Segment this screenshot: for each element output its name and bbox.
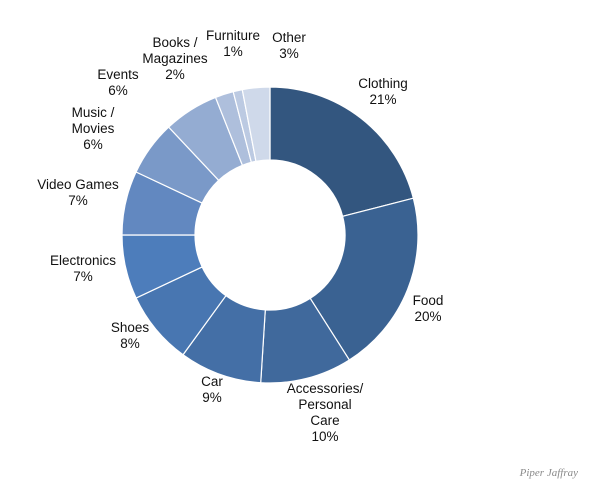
slice-label-car: Car 9% (201, 374, 223, 405)
slice-label-food: Food 20% (413, 293, 444, 324)
slice-labels: Clothing 21% Food 20% Accessories/Personal Ca… (37, 28, 443, 444)
slice-label-video-games: Video Games 7% (37, 177, 119, 208)
slice-label-accessories-personal-care: Accessories/Personal Care 10% (287, 381, 364, 444)
slice-label-events: Events 6% (97, 67, 139, 98)
slice-food (309, 197, 419, 361)
slice-label-shoes: Shoes 8% (111, 320, 150, 351)
slice-label-clothing: Clothing 21% (358, 76, 408, 107)
slice-label-electronics: Electronics 7% (50, 253, 116, 284)
source-credit: Piper Jaffray (519, 467, 578, 479)
slice-clothing (269, 86, 415, 218)
slice-label-music-movies: Music / Movies 6% (72, 105, 115, 152)
slice-label-books-magazines: Books / Magazines 2% (142, 35, 208, 82)
donut-slices (121, 86, 419, 384)
slice-label-furniture: Furniture 1% (206, 28, 260, 59)
slice-label-other: Other 3% (272, 30, 306, 61)
slice-other (241, 86, 271, 163)
